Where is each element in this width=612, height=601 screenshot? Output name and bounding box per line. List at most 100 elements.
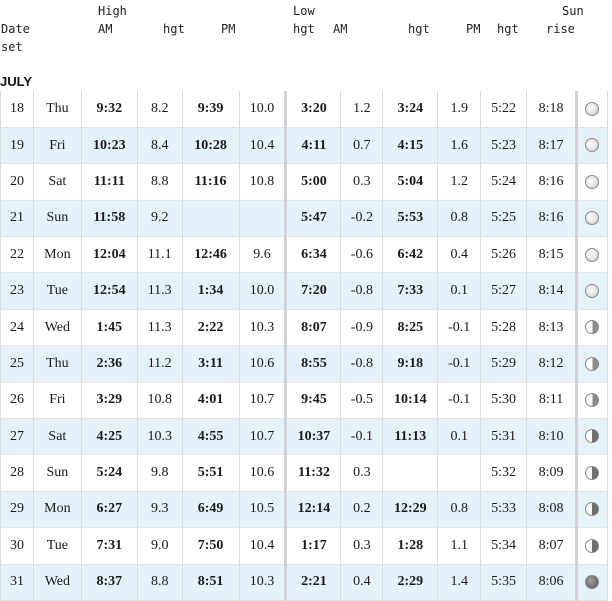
low-pm-time: 4:15 [382, 127, 439, 165]
high-pm-time: 9:39 [182, 91, 240, 128]
high-am-height: 11.2 [137, 345, 183, 383]
low-pm-time: 5:04 [382, 163, 439, 201]
table-row: 22 Mon 12:04 11.1 12:46 9.6 6:34 -0.6 6:42 0.4 5:2… [0, 236, 609, 274]
moon-phase-cell [574, 91, 609, 128]
low-pm-time: 7:33 [382, 272, 439, 310]
low-am-time: 11:32 [285, 454, 342, 492]
high-pm-height [239, 200, 288, 238]
high-am-height: 8.2 [137, 91, 183, 128]
table-row: 26 Fri 3:29 10.8 4:01 10.7 9:45 -0.5 10:14 -0.1 5:… [0, 382, 609, 420]
low-pm-height: 0.1 [437, 418, 482, 456]
high-pm-height: 10.3 [239, 564, 288, 601]
header-sun: Sun [562, 4, 584, 18]
high-am-height: 10.3 [137, 418, 183, 456]
high-pm-height: 10.6 [239, 345, 288, 383]
table-row: 21 Sun 11:58 9.2 5:47 -0.2 5:53 0.8 5:25 8:16 [0, 200, 609, 238]
high-am-time: 2:36 [81, 345, 138, 383]
header-sunrise: rise [546, 22, 575, 36]
high-pm-height: 10.3 [239, 309, 288, 347]
sunset-time: 8:12 [526, 345, 577, 383]
moon-phase-icon [585, 320, 600, 335]
high-pm-height: 10.7 [239, 382, 288, 420]
table-row: 29 Mon 6:27 9.3 6:49 10.5 12:14 0.2 12:29 0.8 5:33… [0, 491, 609, 529]
low-pm-height: -0.1 [437, 382, 482, 420]
sunrise-time: 5:24 [480, 163, 528, 201]
high-pm-time: 1:34 [182, 272, 240, 310]
high-pm-height: 10.6 [239, 454, 288, 492]
low-pm-height: 0.4 [437, 236, 482, 274]
moon-phase-icon [585, 211, 600, 226]
low-am-time: 9:45 [285, 382, 342, 420]
row-day: Sat [33, 163, 82, 201]
row-day: Wed [33, 309, 82, 347]
sunrise-time: 5:27 [480, 272, 528, 310]
row-date: 28 [0, 454, 34, 492]
low-am-time: 12:14 [285, 491, 342, 529]
low-am-time: 2:21 [285, 564, 342, 601]
month-label: JULY [0, 74, 33, 89]
high-pm-time: 5:51 [182, 454, 240, 492]
high-pm-height: 10.4 [239, 527, 288, 565]
moon-phase-cell [574, 527, 609, 565]
high-pm-time: 8:51 [182, 564, 240, 601]
sunset-time: 8:14 [526, 272, 577, 310]
table-row: 28 Sun 5:24 9.8 5:51 10.6 11:32 0.3 5:32 8:09 [0, 454, 609, 492]
low-am-height: 0.2 [340, 491, 384, 529]
high-am-height: 11.3 [137, 272, 183, 310]
high-am-height: 11.3 [137, 309, 183, 347]
sunset-time: 8:18 [526, 91, 577, 128]
sunset-time: 8:10 [526, 418, 577, 456]
row-day: Tue [33, 527, 82, 565]
low-am-time: 4:11 [285, 127, 342, 165]
high-am-height: 8.4 [137, 127, 183, 165]
high-am-height: 11.1 [137, 236, 183, 274]
row-day: Fri [33, 382, 82, 420]
moon-phase-icon [585, 465, 600, 480]
table-row: 19 Fri 10:23 8.4 10:28 10.4 4:11 0.7 4:15 1.6 5:23… [0, 127, 609, 165]
high-am-time: 9:32 [81, 91, 138, 128]
row-day: Wed [33, 564, 82, 601]
low-am-time: 10:37 [285, 418, 342, 456]
moon-phase-cell [574, 309, 609, 347]
high-am-time: 12:54 [81, 272, 138, 310]
moon-phase-cell [574, 236, 609, 274]
moon-phase-icon [585, 393, 600, 408]
table-row: 24 Wed 1:45 11.3 2:22 10.3 8:07 -0.9 8:25 -0.1 5:2… [0, 309, 609, 347]
row-date: 25 [0, 345, 34, 383]
low-pm-height: 1.2 [437, 163, 482, 201]
low-am-time: 8:55 [285, 345, 342, 383]
low-am-height: -0.9 [340, 309, 384, 347]
low-pm-time: 8:25 [382, 309, 439, 347]
moon-phase-icon [585, 247, 600, 262]
moon-phase-cell [574, 454, 609, 492]
low-am-height: 0.4 [340, 564, 384, 601]
table-row: 27 Sat 4:25 10.3 4:55 10.7 10:37 -0.1 11:13 0.1 5:… [0, 418, 609, 456]
sunset-time: 8:13 [526, 309, 577, 347]
moon-phase-icon [585, 138, 600, 153]
header-date: Date [1, 22, 30, 36]
high-am-time: 6:27 [81, 491, 138, 529]
high-am-time: 5:24 [81, 454, 138, 492]
low-pm-time: 5:53 [382, 200, 439, 238]
moon-phase-icon [585, 356, 600, 371]
high-am-time: 11:58 [81, 200, 138, 238]
high-pm-time: 7:50 [182, 527, 240, 565]
header-high-am: AM [98, 22, 113, 36]
sunset-time: 8:08 [526, 491, 577, 529]
sunset-time: 8:17 [526, 127, 577, 165]
sunrise-time: 5:35 [480, 564, 528, 601]
sunset-time: 8:07 [526, 527, 577, 565]
high-am-height: 9.3 [137, 491, 183, 529]
sunrise-time: 5:32 [480, 454, 528, 492]
low-am-height: -0.2 [340, 200, 384, 238]
low-pm-height: -0.1 [437, 309, 482, 347]
low-am-height: 0.7 [340, 127, 384, 165]
high-pm-height: 10.4 [239, 127, 288, 165]
high-am-height: 10.8 [137, 382, 183, 420]
high-pm-time: 10:28 [182, 127, 240, 165]
row-date: 31 [0, 564, 34, 601]
header-low: Low [293, 4, 315, 18]
high-pm-time: 11:16 [182, 163, 240, 201]
low-am-height: -0.5 [340, 382, 384, 420]
sunrise-time: 5:31 [480, 418, 528, 456]
